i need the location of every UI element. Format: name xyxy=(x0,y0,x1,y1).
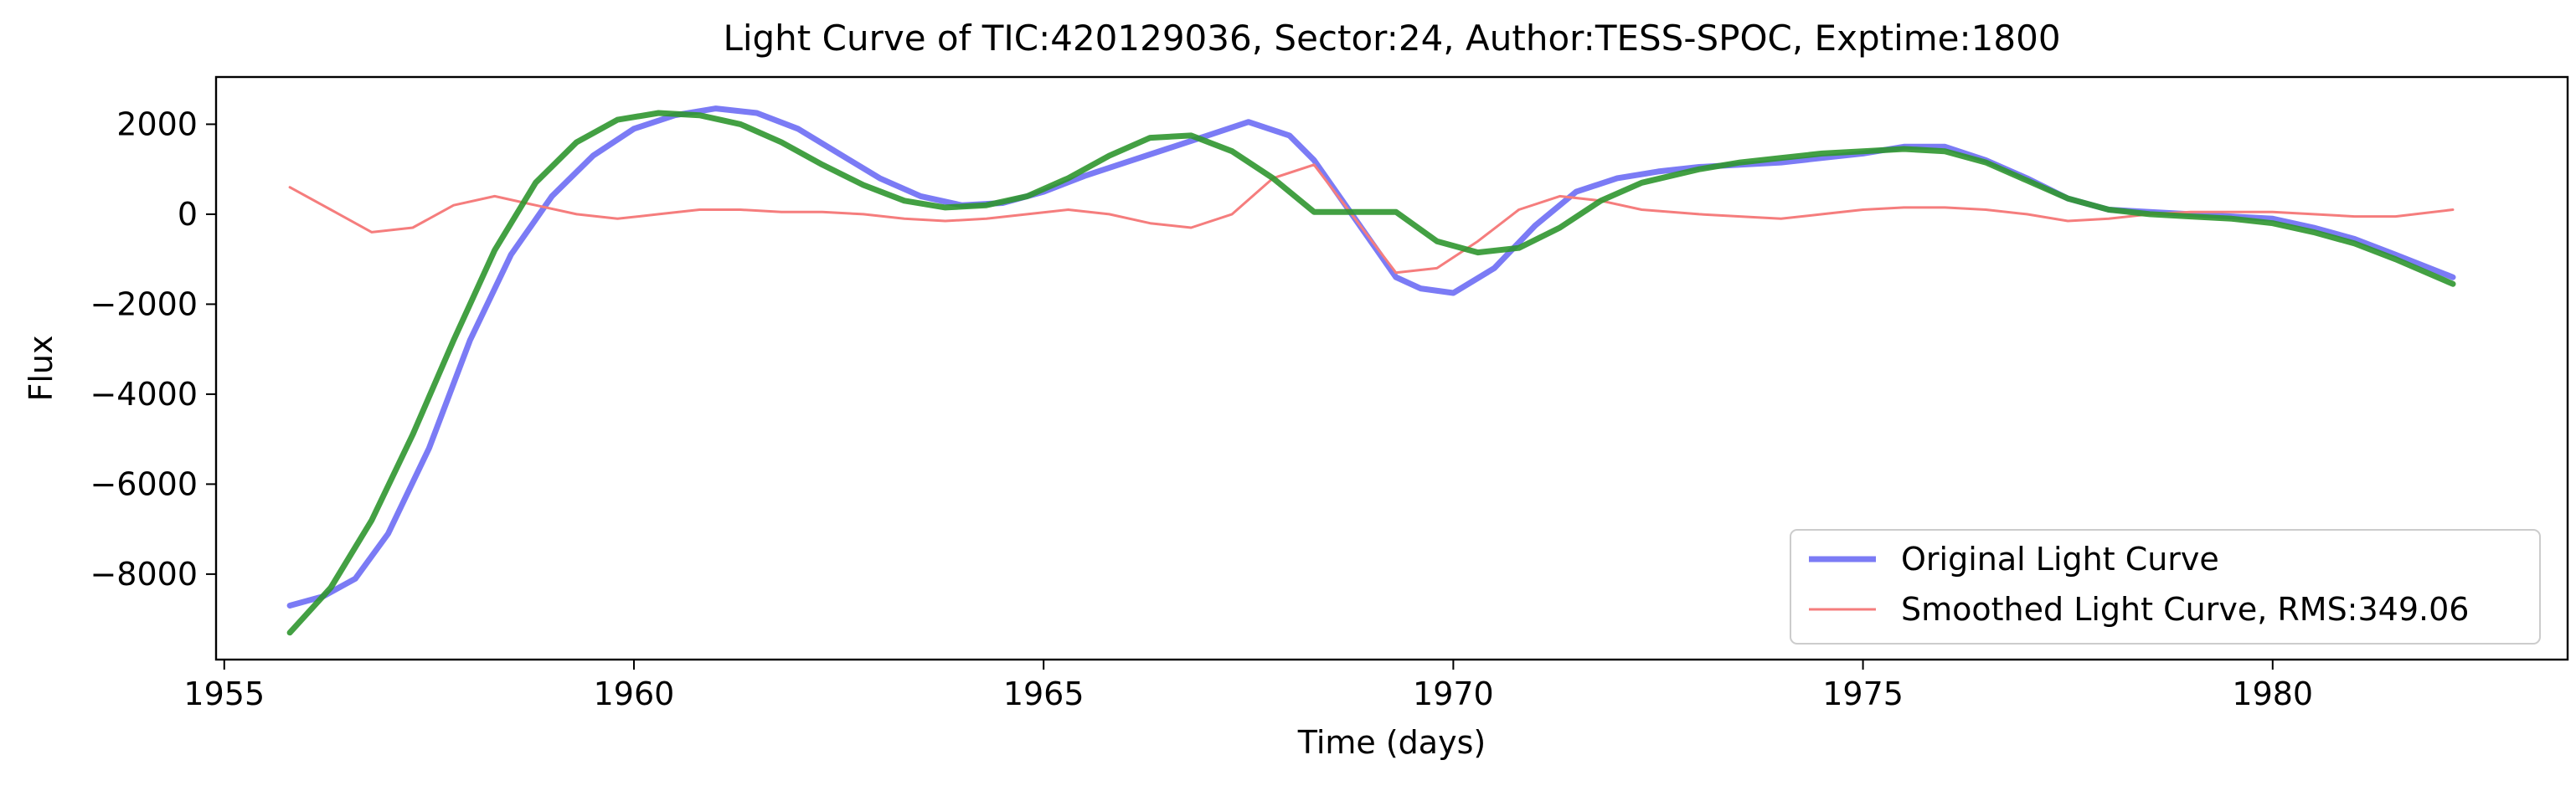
legend-label-original: Original Light Curve xyxy=(1901,541,2219,578)
legend-box xyxy=(1790,529,2541,645)
x-tick-label: 1975 xyxy=(1822,675,1904,712)
y-axis-label: Flux xyxy=(23,336,59,402)
y-tick-label: −6000 xyxy=(90,465,198,502)
y-tick-label: −2000 xyxy=(90,285,198,322)
y-tick-label: −8000 xyxy=(90,556,198,593)
x-tick-label: 1965 xyxy=(1003,675,1084,712)
chart-title: Light Curve of TIC:420129036, Sector:24,… xyxy=(723,18,2060,59)
axes-frame xyxy=(214,75,2569,661)
x-tick-label: 1955 xyxy=(183,675,265,712)
y-tick-label: −4000 xyxy=(90,376,198,413)
x-tick-label: 1970 xyxy=(1413,675,1494,712)
y-tick-label: 0 xyxy=(178,196,198,233)
plot-area xyxy=(214,75,2569,661)
fit-curve-line xyxy=(286,110,2456,636)
x-tick-label: 1960 xyxy=(594,675,675,712)
y-axis: 2000 0 −2000 −4000 −6000 −8000 xyxy=(90,105,216,593)
y-tick-label: 2000 xyxy=(116,105,198,142)
series-layer xyxy=(286,105,2456,636)
legend-label-smoothed: Smoothed Light Curve, RMS:349.06 xyxy=(1901,591,2469,628)
x-tick-label: 1980 xyxy=(2232,675,2313,712)
x-axis: 1955 1960 1965 1970 1975 1980 xyxy=(183,660,2313,712)
legend: Original Light Curve Smoothed Light Curv… xyxy=(1790,529,2541,645)
x-axis-label: Time (days) xyxy=(1297,724,1486,761)
smoothed-light-curve-line xyxy=(288,163,2455,275)
